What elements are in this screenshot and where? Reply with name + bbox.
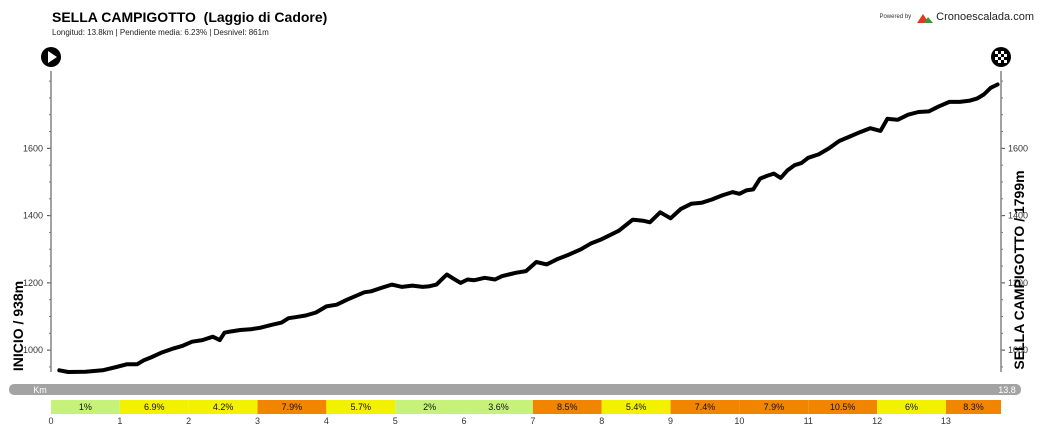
start-label: INICIO / 938m	[10, 281, 26, 371]
gradient-segment-label: 7.9%	[764, 402, 785, 412]
chart-subtitle: Longitud: 13.8km | Pendiente media: 6.23…	[52, 28, 269, 37]
start-marker[interactable]	[41, 47, 61, 67]
checker-square	[1001, 54, 1004, 57]
y-tick-label-left: 1600	[23, 143, 43, 153]
gradient-segment	[808, 400, 878, 414]
checkered-flag-icon	[995, 51, 1007, 63]
km-tick-label: 0	[48, 416, 53, 426]
gradient-segment	[601, 400, 671, 414]
gradient-segment-label: 4.2%	[213, 402, 234, 412]
gradient-segment-label: 2%	[423, 402, 436, 412]
elevation-profile-line	[57, 82, 1000, 374]
play-icon	[48, 51, 57, 63]
checker-square	[1001, 51, 1004, 54]
km-tick-label: 11	[804, 416, 813, 426]
gradient-segment	[257, 400, 327, 414]
y-tick-label-left: 1400	[23, 211, 43, 221]
gradient-segment-label: 3.6%	[488, 402, 509, 412]
brand-block[interactable]: Powered by Cronoescalada.com	[879, 11, 1034, 23]
checker-square	[1004, 60, 1007, 63]
checker-square	[1001, 60, 1004, 63]
checker-square	[995, 51, 998, 54]
gradient-segment	[51, 400, 120, 414]
y-tick-label-left: 1000	[23, 345, 43, 355]
km-tick-label: 2	[186, 416, 191, 426]
checker-square	[1004, 51, 1007, 54]
powered-by-text: Powered by	[879, 14, 912, 20]
y-tick-label-right: 1400	[1008, 211, 1028, 221]
checker-square	[1004, 54, 1007, 57]
gradient-segment-label: 5.4%	[626, 402, 647, 412]
finish-marker[interactable]	[991, 47, 1011, 67]
end-label: SELLA CAMPIGOTTO / 1799m	[1011, 170, 1027, 369]
checker-square	[998, 51, 1001, 54]
km-end-label: 13.8	[998, 385, 1016, 395]
checker-square	[998, 60, 1001, 63]
gradient-segment	[670, 400, 740, 414]
gradient-segment	[326, 400, 396, 414]
km-tick-label: 1	[117, 416, 122, 426]
y-tick-label-right: 1200	[1008, 278, 1028, 288]
km-tick-label: 13	[941, 416, 951, 426]
checker-square	[995, 60, 998, 63]
y-tick-label-left: 1200	[23, 278, 43, 288]
gradient-segment-label: 8.5%	[557, 402, 578, 412]
gradient-segment	[532, 400, 602, 414]
km-unit-label: Km	[33, 385, 47, 395]
gradient-segment-label: 10.5%	[830, 402, 856, 412]
gradient-segment	[188, 400, 258, 414]
gradient-segment-label: 5.7%	[351, 402, 372, 412]
checker-square	[998, 54, 1001, 57]
gradient-segment-label: 7.4%	[695, 402, 716, 412]
gradient-segment-label: 6.9%	[144, 402, 165, 412]
checker-square	[995, 54, 998, 57]
km-tick-label: 6	[462, 416, 467, 426]
gradient-segment	[877, 400, 946, 414]
km-tick-label: 4	[324, 416, 329, 426]
mountain-logo-icon	[917, 13, 934, 23]
gradient-segment	[739, 400, 809, 414]
km-tick-label: 5	[393, 416, 398, 426]
km-tick-label: 8	[599, 416, 604, 426]
gradient-segment-label: 8.3%	[963, 402, 984, 412]
y-tick-label-right: 1600	[1008, 143, 1028, 153]
km-tick-label: 10	[734, 416, 744, 426]
gradient-segment-label: 6%	[905, 402, 918, 412]
checker-square	[995, 57, 998, 60]
gradient-segment	[945, 400, 1001, 414]
km-tick-label: 9	[668, 416, 673, 426]
chart-title: SELLA CAMPIGOTTO (Laggio di Cadore)	[52, 9, 328, 25]
gradient-segment	[395, 400, 465, 414]
gradient-segment-label: 1%	[79, 402, 92, 412]
km-tick-label: 3	[255, 416, 260, 426]
brand-name: Cronoescalada.com	[936, 11, 1034, 23]
checker-square	[1001, 57, 1004, 60]
km-tick-label: 12	[872, 416, 882, 426]
checker-square	[998, 57, 1001, 60]
checker-square	[1004, 57, 1007, 60]
gradient-segment-label: 7.9%	[282, 402, 303, 412]
gradient-segment	[119, 400, 189, 414]
brand-logo[interactable]: Cronoescalada.com	[917, 11, 1034, 23]
km-bar	[9, 384, 1021, 395]
y-tick-label-right: 1000	[1008, 345, 1028, 355]
km-tick-label: 7	[530, 416, 535, 426]
gradient-segment	[464, 400, 533, 414]
